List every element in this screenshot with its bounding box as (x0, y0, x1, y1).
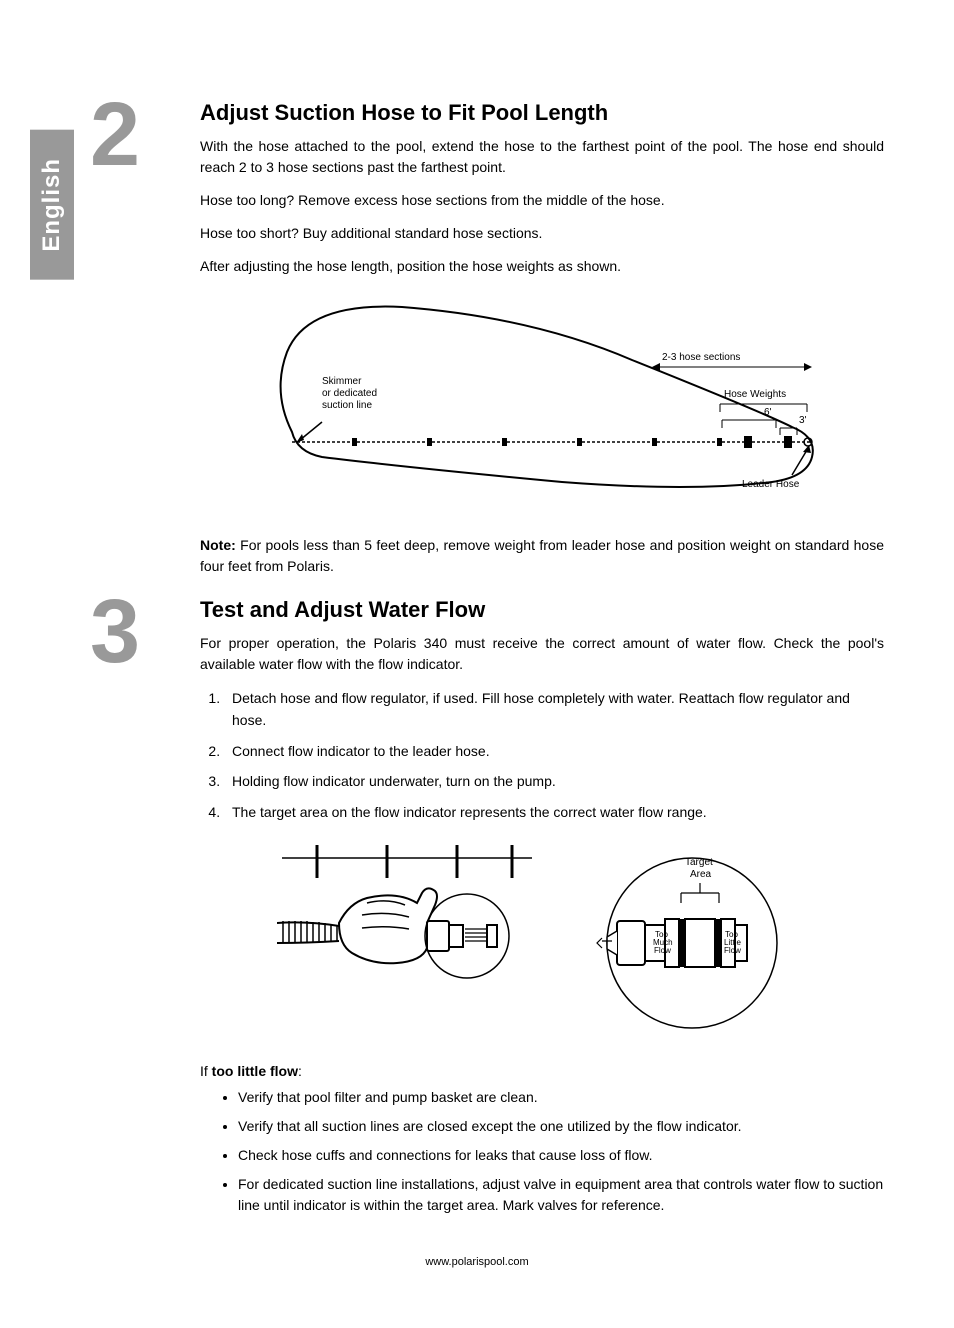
note-label: Note: (200, 537, 236, 553)
svg-text:suction line: suction line (322, 400, 372, 411)
step-4: The target area on the flow indicator re… (224, 801, 884, 823)
flow-indicator-diagrams: Target Area Too Much Flow Too Little Flo… (200, 843, 884, 1033)
toolittle-bold: too little flow (212, 1063, 298, 1079)
section-2-para-2: Hose too long? Remove excess hose sectio… (200, 190, 884, 211)
section-2-note: Note: For pools less than 5 feet deep, r… (200, 535, 884, 577)
section-number-3: 3 (90, 587, 140, 677)
step-3: Holding flow indicator underwater, turn … (224, 770, 884, 792)
bullet-3: Check hose cuffs and connections for lea… (238, 1145, 884, 1166)
svg-text:3': 3' (799, 415, 807, 426)
svg-text:Target: Target (685, 857, 713, 868)
step-1: Detach hose and flow regulator, if used.… (224, 687, 884, 732)
step-2: Connect flow indicator to the leader hos… (224, 740, 884, 762)
flow-zoom-diagram: Target Area Too Much Flow Too Little Flo… (577, 843, 807, 1033)
section-2: 2 Adjust Suction Hose to Fit Pool Length… (70, 100, 884, 577)
too-little-flow-list: Verify that pool filter and pump basket … (200, 1087, 884, 1216)
toolittle-pre: If (200, 1063, 212, 1079)
steps-list: Detach hose and flow regulator, if used.… (200, 687, 884, 823)
footer-url: www.polarispool.com (70, 1256, 884, 1268)
toolittle-post: : (298, 1063, 302, 1079)
svg-text:6': 6' (764, 407, 772, 418)
section-number-2: 2 (90, 90, 140, 180)
flow-hand-diagram (277, 843, 537, 1013)
svg-text:Flow: Flow (654, 946, 671, 955)
language-tab: English (30, 130, 74, 280)
svg-text:Hose Weights: Hose Weights (724, 389, 786, 400)
section-3: 3 Test and Adjust Water Flow For proper … (70, 597, 884, 1216)
bullet-1: Verify that pool filter and pump basket … (238, 1087, 884, 1108)
svg-text:Leader Hose: Leader Hose (742, 479, 800, 490)
svg-text:or dedicated: or dedicated (322, 388, 377, 399)
bullet-4: For dedicated suction line installations… (238, 1174, 884, 1216)
svg-text:Skimmer: Skimmer (322, 376, 362, 387)
section-3-intro: For proper operation, the Polaris 340 mu… (200, 633, 884, 675)
svg-text:Area: Area (690, 869, 712, 880)
section-2-para-1: With the hose attached to the pool, exte… (200, 136, 884, 178)
pool-hose-diagram: Skimmer or dedicated suction line 2-3 ho… (200, 292, 884, 515)
section-3-title: Test and Adjust Water Flow (200, 597, 884, 623)
bullet-2: Verify that all suction lines are closed… (238, 1116, 884, 1137)
section-2-para-4: After adjusting the hose length, positio… (200, 256, 884, 277)
section-2-title: Adjust Suction Hose to Fit Pool Length (200, 100, 884, 126)
note-text: For pools less than 5 feet deep, remove … (200, 537, 884, 574)
svg-text:Flow: Flow (724, 946, 741, 955)
section-2-para-3: Hose too short? Buy additional standard … (200, 223, 884, 244)
page: English 2 Adjust Suction Hose to Fit Poo… (0, 0, 954, 1328)
svg-text:2-3 hose sections: 2-3 hose sections (662, 352, 740, 363)
too-little-flow-label: If too little flow: (200, 1063, 884, 1079)
